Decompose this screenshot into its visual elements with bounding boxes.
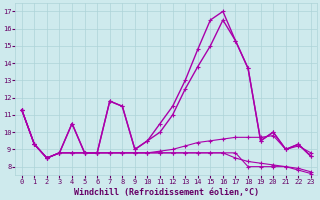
X-axis label: Windchill (Refroidissement éolien,°C): Windchill (Refroidissement éolien,°C) (74, 188, 259, 197)
